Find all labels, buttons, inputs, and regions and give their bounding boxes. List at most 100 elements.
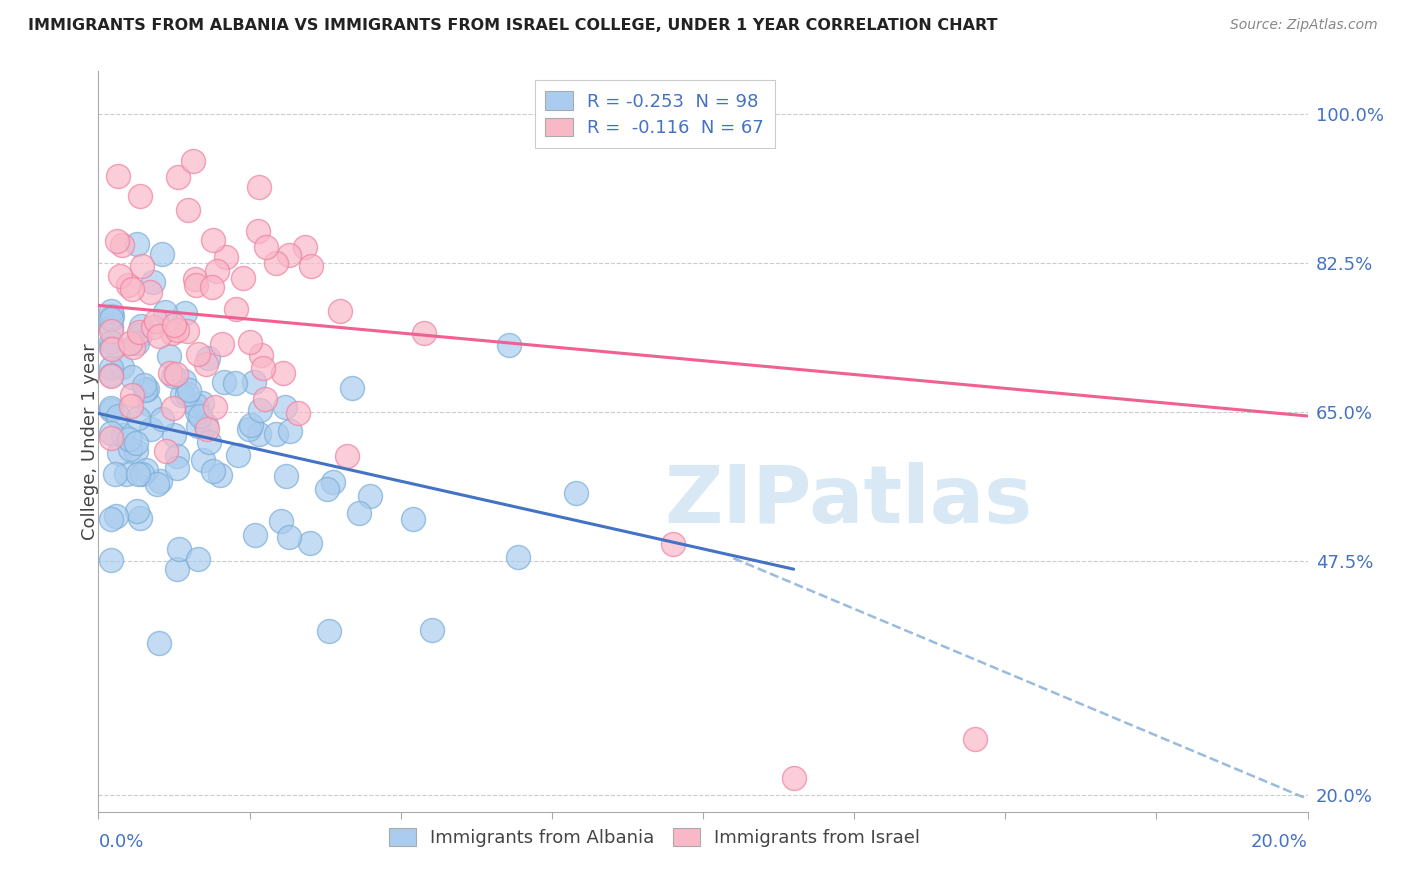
- Point: [249, 403, 271, 417]
- Point: [661, 536, 683, 550]
- Point: [184, 272, 207, 286]
- Point: [166, 461, 188, 475]
- Point: [125, 504, 148, 518]
- Point: [329, 304, 352, 318]
- Point: [125, 436, 148, 450]
- Point: [100, 319, 122, 334]
- Point: [111, 238, 134, 252]
- Point: [184, 278, 207, 293]
- Point: [125, 443, 148, 458]
- Point: [212, 375, 235, 389]
- Point: [148, 635, 170, 649]
- Point: [127, 411, 149, 425]
- Point: [197, 351, 219, 365]
- Point: [299, 260, 322, 274]
- Point: [100, 368, 122, 383]
- Point: [128, 327, 150, 342]
- Point: [100, 369, 122, 384]
- Point: [316, 482, 339, 496]
- Point: [145, 314, 167, 328]
- Point: [254, 240, 277, 254]
- Point: [247, 180, 270, 194]
- Point: [107, 169, 129, 183]
- Point: [253, 392, 276, 407]
- Point: [176, 324, 198, 338]
- Point: [280, 425, 302, 439]
- Text: 0.0%: 0.0%: [98, 833, 143, 851]
- Point: [167, 170, 190, 185]
- Point: [187, 552, 209, 566]
- Point: [121, 387, 143, 401]
- Point: [135, 382, 157, 396]
- Point: [211, 337, 233, 351]
- Point: [201, 233, 224, 247]
- Point: [245, 528, 267, 542]
- Point: [201, 279, 224, 293]
- Point: [101, 342, 124, 356]
- Point: [162, 427, 184, 442]
- Point: [120, 335, 142, 350]
- Point: [187, 418, 209, 433]
- Point: [298, 535, 321, 549]
- Point: [127, 335, 149, 350]
- Point: [100, 431, 122, 445]
- Point: [226, 448, 249, 462]
- Point: [100, 401, 122, 415]
- Point: [783, 771, 806, 785]
- Point: [142, 319, 165, 334]
- Point: [155, 444, 177, 458]
- Point: [162, 401, 184, 415]
- Point: [121, 369, 143, 384]
- Point: [108, 269, 131, 284]
- Point: [117, 278, 139, 293]
- Point: [252, 361, 274, 376]
- Point: [506, 549, 529, 564]
- Point: [115, 467, 138, 482]
- Point: [162, 369, 184, 384]
- Point: [187, 347, 209, 361]
- Point: [131, 259, 153, 273]
- Point: [135, 463, 157, 477]
- Point: [965, 732, 987, 747]
- Point: [274, 469, 297, 483]
- Point: [111, 428, 134, 442]
- Point: [160, 326, 183, 341]
- Point: [266, 426, 288, 441]
- Point: [565, 486, 588, 500]
- Point: [138, 397, 160, 411]
- Point: [141, 422, 163, 436]
- Point: [294, 240, 316, 254]
- Point: [153, 304, 176, 318]
- Point: [167, 541, 190, 556]
- Point: [118, 442, 141, 456]
- Point: [194, 357, 217, 371]
- Point: [121, 282, 143, 296]
- Point: [197, 435, 219, 450]
- Point: [264, 256, 287, 270]
- Point: [128, 326, 150, 340]
- Point: [347, 506, 370, 520]
- Point: [100, 304, 122, 318]
- Point: [134, 384, 156, 398]
- Point: [240, 417, 263, 432]
- Point: [215, 250, 238, 264]
- Point: [104, 467, 127, 482]
- Text: IMMIGRANTS FROM ALBANIA VS IMMIGRANTS FROM ISRAEL COLLEGE, UNDER 1 YEAR CORRELAT: IMMIGRANTS FROM ALBANIA VS IMMIGRANTS FR…: [28, 18, 998, 33]
- Point: [277, 530, 299, 544]
- Point: [179, 383, 201, 397]
- Point: [139, 285, 162, 299]
- Point: [184, 398, 207, 412]
- Point: [148, 329, 170, 343]
- Point: [129, 319, 152, 334]
- Point: [176, 386, 198, 401]
- Point: [204, 400, 226, 414]
- Point: [117, 432, 139, 446]
- Point: [194, 418, 217, 433]
- Point: [340, 381, 363, 395]
- Point: [111, 360, 134, 375]
- Point: [131, 467, 153, 482]
- Point: [105, 508, 128, 523]
- Point: [173, 375, 195, 389]
- Point: [322, 475, 344, 489]
- Point: [318, 624, 340, 639]
